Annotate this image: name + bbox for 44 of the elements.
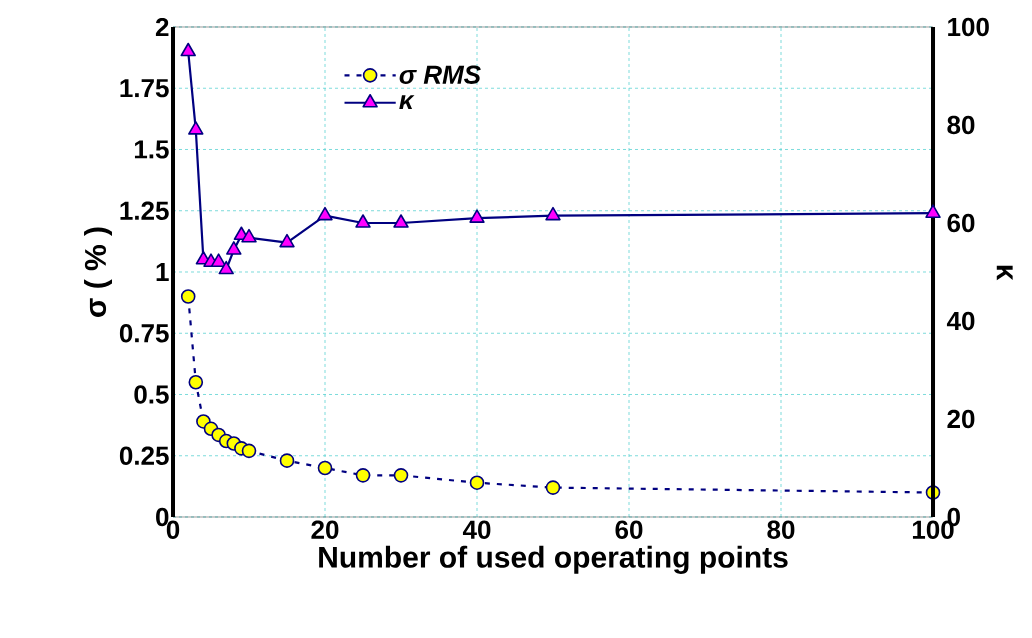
y-tick-label: 1.75 <box>120 79 169 98</box>
point <box>545 206 561 221</box>
point <box>210 253 227 267</box>
point <box>279 453 295 468</box>
y-axis-title: σ ( % ) <box>84 227 112 317</box>
y2-tick-label: 100 <box>948 17 989 37</box>
point <box>279 233 295 248</box>
y-tick-label: 0.25 <box>119 446 169 465</box>
point <box>355 468 371 483</box>
x-axis-title: Number of used operating points <box>319 545 788 574</box>
legend-label: κ <box>399 95 415 109</box>
point <box>180 289 196 304</box>
point <box>188 374 204 390</box>
y-tick-label: 2 <box>155 17 169 37</box>
y2-tick-label: 60 <box>947 213 975 233</box>
point <box>241 228 257 243</box>
point <box>925 204 941 218</box>
y-tick-label: 1 <box>156 263 169 281</box>
x-tick-label: 20 <box>311 520 339 539</box>
x-tick-label: 60 <box>615 520 643 539</box>
point <box>317 460 333 476</box>
point <box>393 214 409 228</box>
y2-tick-label: 40 <box>946 311 975 331</box>
point <box>226 241 242 255</box>
point <box>355 214 371 228</box>
point <box>317 206 333 221</box>
point <box>469 209 485 223</box>
point <box>188 121 204 135</box>
x-tick-label: 80 <box>767 520 795 539</box>
y-tick-label: 1.5 <box>134 140 169 159</box>
point <box>180 42 196 57</box>
point <box>241 443 257 459</box>
y2-tick-label: 80 <box>947 115 975 135</box>
y-tick-label: 1.25 <box>120 201 169 220</box>
point <box>218 260 234 275</box>
y2-tick-label: 20 <box>947 409 975 429</box>
point <box>469 475 485 490</box>
x-tick-label: 40 <box>462 520 491 539</box>
y2-axis-title: κ <box>996 265 1013 281</box>
point <box>393 468 409 483</box>
y-tick-label: 0.5 <box>134 385 169 404</box>
y-tick-label: 0.75 <box>119 324 169 343</box>
point <box>545 480 561 495</box>
legend-label: σ RMS <box>399 65 481 84</box>
